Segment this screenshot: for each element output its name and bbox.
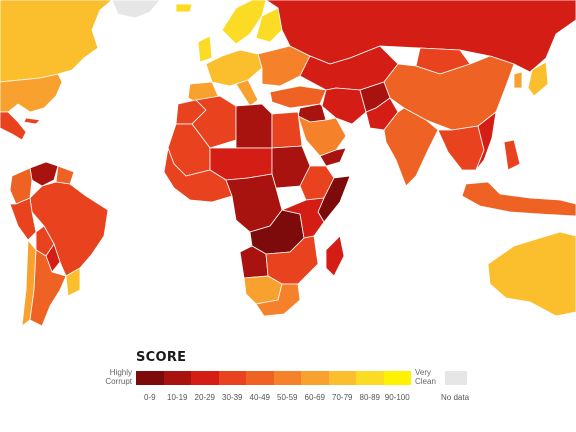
legend-high-label-line1: Very xyxy=(415,368,432,377)
legend-swatch-2 xyxy=(191,371,219,385)
legend-no-data-swatch xyxy=(445,371,467,385)
legend-tick-8: 80-89 xyxy=(359,393,380,402)
western-europe xyxy=(205,49,263,87)
guianas xyxy=(55,165,75,185)
legend-high-label-line2: Clean xyxy=(415,377,436,386)
australia xyxy=(487,231,576,317)
libya xyxy=(235,103,273,149)
malaysia-indonesia xyxy=(461,181,576,217)
legend-swatch-9 xyxy=(383,371,411,385)
finland xyxy=(255,7,283,43)
japan xyxy=(527,61,549,97)
legend-swatch-1 xyxy=(163,371,191,385)
east-africa xyxy=(281,197,325,239)
legend-swatch-4 xyxy=(246,371,274,385)
legend-swatch-0 xyxy=(136,371,164,385)
iran xyxy=(321,87,367,125)
legend-swatch-8 xyxy=(356,371,384,385)
south-africa xyxy=(255,283,301,317)
legend-tick-7: 70-79 xyxy=(332,393,353,402)
legend-tick-2: 20-29 xyxy=(194,393,215,402)
myanmar-indochina xyxy=(437,125,485,171)
legend-low-label-line2: Corrupt xyxy=(105,377,132,386)
philippines xyxy=(503,139,521,171)
legend-swatch-7 xyxy=(328,371,356,385)
legend-tick-6: 60-69 xyxy=(304,393,325,402)
united-kingdom xyxy=(197,35,213,63)
central-america xyxy=(0,111,27,141)
world-map-svg xyxy=(0,0,576,327)
world-map xyxy=(0,0,576,327)
egypt xyxy=(271,111,303,149)
score-legend: SCORE Highly Corrupt Very Clean 0-9 10-19… xyxy=(0,340,576,432)
greenland xyxy=(111,0,161,19)
legend-tick-labels: 0-9 10-19 20-29 30-39 40-49 50-59 60-69 70-79 80… xyxy=(136,393,411,402)
legend-tick-1: 10-19 xyxy=(167,393,188,402)
uruguay xyxy=(65,267,81,297)
korea xyxy=(513,71,523,89)
legend-low-label: Highly Corrupt xyxy=(98,368,132,386)
vietnam xyxy=(475,111,497,171)
legend-tick-9: 90-100 xyxy=(384,393,410,402)
legend-swatch-3 xyxy=(218,371,246,385)
legend-high-label: Very Clean xyxy=(415,368,455,386)
italy xyxy=(235,79,259,107)
legend-no-data-label: No data xyxy=(441,393,470,402)
yemen xyxy=(319,147,347,167)
legend-color-scale xyxy=(136,371,411,385)
iceland xyxy=(175,3,193,13)
india xyxy=(383,107,439,187)
madagascar xyxy=(325,235,345,277)
norway-sweden xyxy=(221,0,267,45)
saudi-arabia xyxy=(297,115,347,157)
legend-tick-3: 30-39 xyxy=(222,393,243,402)
argentina xyxy=(29,249,67,327)
legend-tick-0: 0-9 xyxy=(143,393,156,402)
cuba xyxy=(23,117,41,125)
legend-swatch-5 xyxy=(273,371,301,385)
legend-tick-4: 40-49 xyxy=(249,393,270,402)
legend-swatch-6 xyxy=(301,371,329,385)
canada xyxy=(0,0,113,83)
legend-title: SCORE xyxy=(136,350,187,365)
peru xyxy=(9,197,37,241)
legend-low-label-line1: Highly xyxy=(109,368,132,377)
legend-tick-5: 50-59 xyxy=(277,393,298,402)
algeria xyxy=(191,95,237,149)
